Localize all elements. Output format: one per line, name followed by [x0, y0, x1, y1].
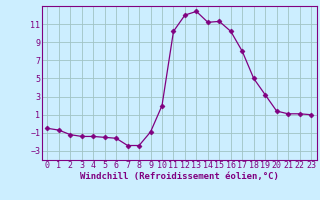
X-axis label: Windchill (Refroidissement éolien,°C): Windchill (Refroidissement éolien,°C): [80, 172, 279, 181]
